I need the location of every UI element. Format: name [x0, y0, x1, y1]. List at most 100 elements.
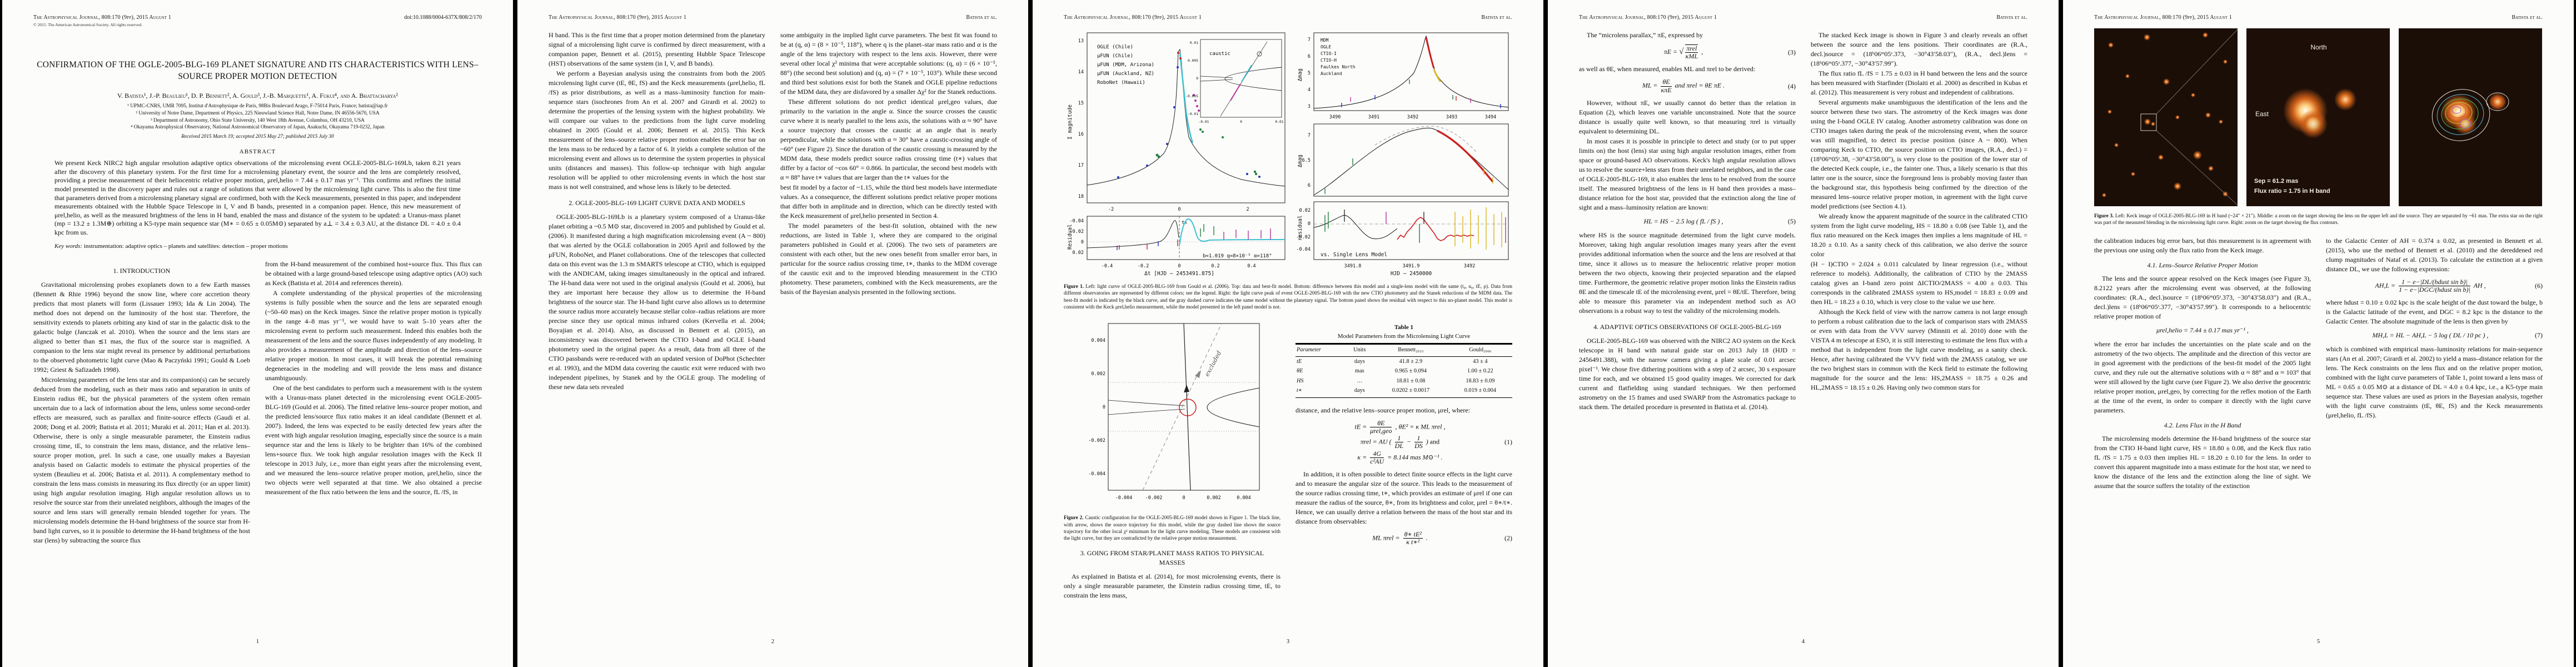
y-axis-label: residual: [1297, 215, 1303, 241]
caustic-curve: [1207, 387, 1260, 427]
source-blob: [2454, 113, 2477, 135]
equation-number: (6): [2535, 281, 2543, 290]
y-tick: -0.004: [1088, 471, 1105, 477]
figure-label: Figure 3.: [2094, 213, 2114, 218]
table-cell: 1.00 ± 0.22: [1467, 368, 1493, 375]
y-tick: -0.02: [1069, 229, 1084, 235]
abstract-heading: ABSTRACT: [239, 148, 276, 156]
paragraph: We perform a Bayesian analysis using the…: [549, 69, 765, 191]
legend-entry: CTIO-I: [1321, 51, 1337, 56]
column-right: The stacked Keck image is shown in Figur…: [1811, 31, 2027, 412]
journal-header: The Astrophysical Journal, 808:170 (9pp)…: [1064, 14, 1202, 21]
plot-frame: [1108, 323, 1260, 491]
legend-entry: μFUN (MDM, Arizona): [1097, 62, 1154, 68]
source-trajectory: [1183, 323, 1191, 491]
mdm-peak-data: [1425, 37, 1435, 69]
fig1-left-residual-panel: -0.04 -0.02 0 0.02 Residual t₀: [1067, 216, 1285, 277]
x-tick: 3494: [1485, 115, 1496, 120]
table-cell: 18.81 ± 0.08: [1396, 377, 1426, 384]
paragraph: The microlensing models determine the H-…: [2094, 434, 2311, 490]
x-tick: 0.2: [1211, 263, 1219, 269]
figure-2-plot: 0.004 0.002 0 -0.002 -0.004: [1088, 323, 1260, 501]
legend-entry: OGLE (Chile): [1097, 44, 1133, 50]
figure-caption-text: Left: light curve of OGLE-2005-BLG-169 f…: [1064, 283, 1513, 310]
x-ticks: 3490 3491 3492 3493 3494: [1329, 115, 1496, 120]
legend-entry: Auckland: [1321, 71, 1342, 76]
eq-part: and πrel = θE πE .: [1675, 81, 1725, 89]
x-tick: 0.002: [1207, 495, 1221, 501]
running-author: Batista et al.: [966, 14, 997, 21]
plot-frame: [1313, 32, 1509, 111]
y-tick: 0.004: [1091, 338, 1105, 344]
y-tick: 4: [1308, 87, 1311, 93]
paragraph: In most cases it is possible in principl…: [1579, 137, 1796, 211]
eq-part: ML πrel =: [1372, 534, 1400, 542]
eq-part: πE =: [1663, 47, 1678, 56]
x-tick: -0.002: [1145, 495, 1163, 501]
table-cell: 41.8 ± 2.9: [1399, 358, 1423, 365]
column-left: the calibration induces big error bars, …: [2094, 236, 2311, 491]
column-left: The “microlens parallax,” πE, expressed …: [1579, 31, 1796, 412]
y-tick: 16: [1078, 132, 1084, 137]
table-1: Table 1 Model Parameters from the Microl…: [1296, 323, 1512, 398]
inset-y-tick: 0.005: [1188, 59, 1198, 63]
light-curve-model: [1313, 127, 1509, 196]
paragraph: OGLE-2005-BLG-169Lb is a planetary syste…: [549, 213, 765, 391]
eq-part: AH,L =: [2375, 281, 2395, 290]
table-header: Gould₂₀₀₆: [1448, 344, 1512, 357]
table-cell: 0.019 ± 0.004: [1448, 386, 1512, 398]
paragraph: (H − I)CTIO = 2.024 ± 0.011 calculated b…: [1811, 260, 2027, 306]
x-tick: 3491.9: [1403, 263, 1420, 269]
paragraph: as well as θE, when measured, enables ML…: [1579, 65, 1756, 73]
residual-points-auckland: [1223, 228, 1271, 240]
equation-number: (2): [1504, 534, 1512, 542]
trajectory-arrow: [1184, 385, 1189, 393]
abstract-text: We present Keck NIRC2 high angular resol…: [54, 159, 461, 236]
inset-caustic-curve: [1224, 67, 1282, 91]
page-header: The Astrophysical Journal, 808:170 (9pp)…: [33, 14, 482, 21]
legend-entry: CTIO-H: [1321, 58, 1337, 63]
section-heading-3: 3. GOING FROM STAR/PLANET MASS RATIOS TO…: [1080, 549, 1264, 566]
y-axis-label: I magnitude: [1067, 104, 1073, 140]
equation-3: πE = √ πrel κML , (3): [1579, 44, 1796, 60]
table-cell: θE: [1297, 368, 1303, 375]
paragraph: The flux ratio fL /fS = 1.75 ± 0.03 in H…: [1811, 69, 2027, 96]
fig1-right-zoom-panel: 7 6.5 6 Δmag: [1297, 123, 1509, 197]
excluded-arrow: [1195, 370, 1201, 379]
keywords-label: Key words:: [54, 242, 83, 250]
table-cell: 18.83 ± 0.09: [1466, 377, 1495, 384]
figure-3-keck-images: North East Sep = 61.2 mas Flux ratio = 1…: [2094, 28, 2543, 226]
table-cell: 0.0202 ± 0.0017: [1373, 386, 1448, 398]
eq-part: and: [1429, 437, 1440, 446]
legend-entry: RoboNet (Hawaii): [1097, 80, 1145, 86]
eq-part: πrel = AU: [1360, 437, 1388, 446]
x-tick: 0: [1178, 263, 1180, 269]
zoom-guide-line: [2156, 130, 2238, 206]
paragraph: The “microlens parallax,” πE, expressed …: [1587, 31, 1703, 39]
y-tick: 15: [1078, 101, 1084, 106]
fraction: 1 − e−|DL/(hdust sin b)| 1 − e−|DGC/(hdus…: [2398, 277, 2470, 293]
figure-1-plot: 13 14 15 16 17 18 I magnitude: [1067, 32, 1509, 277]
equation-body: tE = θE μrel,geo , θE² = κ ML πrel , πrel…: [1296, 419, 1504, 465]
paragraph: to the Galactic Center of AH = 0.374 ± 0…: [2326, 236, 2543, 273]
journal-header: The Astrophysical Journal, 808:170 (9pp)…: [2094, 14, 2233, 21]
figure-label: Figure 2.: [1064, 515, 1084, 521]
equation-number: (1): [1504, 438, 1512, 446]
y-tick: 13: [1078, 38, 1084, 44]
inset-x-tick: -0.01: [1199, 120, 1209, 124]
equation-7: MH,L = HL − AH,L − 5 log ( DL / 10 pc ) …: [2326, 331, 2543, 340]
caustic-wings: [1108, 400, 1185, 415]
proper-motion-value: μrel,helio = 7.44 ± 0.17 mas yr⁻¹ ,: [2094, 326, 2311, 335]
plot-frame: [1087, 32, 1285, 203]
eq-part: (: [1389, 437, 1392, 446]
subsection-heading-41: 4.1. Lens–Source Relative Proper Motion: [2147, 261, 2258, 269]
affiliation: ¹ UPMC-CNRS, UMR 7095, Institut d'Astrop…: [127, 103, 388, 109]
affiliation: ² University of Notre Dame, Department o…: [136, 110, 380, 116]
affiliation: ³ Department of Astronomy, Ohio State Un…: [151, 117, 365, 123]
x-tick: 0.4: [1247, 263, 1255, 269]
table-cell: …: [1357, 377, 1363, 384]
paragraph: distance, and the relative lens–source p…: [1296, 406, 1470, 414]
field-stars: [2102, 32, 2228, 197]
y-tick: 0.02: [1299, 208, 1311, 213]
